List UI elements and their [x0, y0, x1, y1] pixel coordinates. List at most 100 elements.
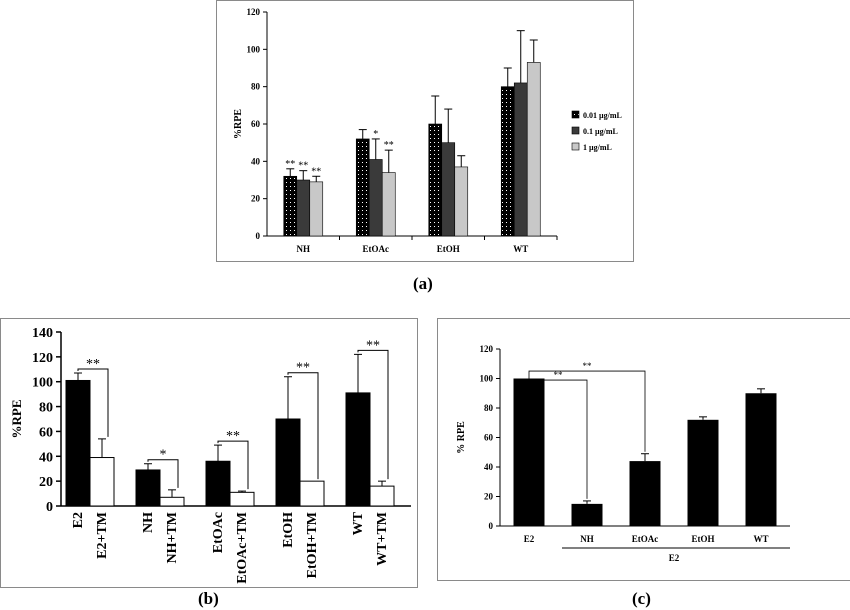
y-tick-label: 0: [46, 500, 53, 515]
y-tick-label: 40: [484, 462, 494, 472]
significance-label: **: [86, 357, 100, 372]
significance-label: **: [384, 140, 394, 151]
y-tick-label: 120: [32, 351, 53, 366]
bar: [283, 175, 298, 237]
legend-label: 1 µg/mL: [583, 143, 612, 152]
significance-label: **: [285, 159, 295, 170]
significance-label: **: [554, 370, 564, 380]
significance-label: **: [366, 338, 380, 353]
legend-swatch: [571, 126, 580, 135]
bar: [229, 491, 255, 507]
significance-label: **: [311, 166, 321, 177]
significance-bracket: [147, 459, 179, 488]
x-tick-label: EtOAc+TM: [235, 512, 250, 584]
comparison-bracket: [528, 370, 646, 452]
significance-bracket: [357, 349, 389, 480]
significance-label: **: [298, 161, 308, 172]
bar: [299, 480, 325, 507]
y-tick-label: 100: [480, 374, 494, 384]
significance-bracket: [217, 440, 249, 490]
y-tick-label: 60: [484, 433, 494, 443]
significance-label: *: [373, 129, 378, 140]
chart-panel-a: 0 20 40 60 80 100 120 %RPE ** ** ** NH * ** EtOAc EtOH W…: [216, 0, 634, 262]
bar: [368, 159, 383, 237]
bar: [571, 503, 603, 526]
y-tick-label: 80: [39, 401, 53, 416]
x-tick-label: NH: [141, 512, 156, 533]
panel-label-a: (a): [413, 274, 433, 293]
x-tick-label: NH+TM: [165, 512, 180, 564]
chart-panel-c: 0 20 40 60 80 100 120 % RPE E2 NH EtOAc EtOH WT ** ** E…: [437, 318, 850, 581]
x-tick-label: NH: [580, 534, 594, 544]
chart-c-svg: 0 20 40 60 80 100 120 % RPE E2 NH EtOAc EtOH WT ** ** E…: [456, 344, 790, 563]
y-tick-label: 20: [251, 194, 261, 204]
bar: [513, 378, 545, 526]
bar: [369, 485, 395, 507]
x-tick-label: WT+TM: [375, 512, 390, 566]
x-tick-label: E2+TM: [95, 512, 110, 559]
significance-bracket: [287, 372, 319, 480]
bar: [428, 123, 443, 237]
bar: [629, 461, 661, 526]
y-tick-label: 20: [484, 492, 494, 502]
bar: [345, 392, 371, 507]
bar: [513, 82, 528, 237]
x-tick-label: WT: [513, 244, 528, 254]
bar: [296, 179, 311, 237]
bar: [745, 393, 777, 526]
group-label: E2: [669, 553, 680, 563]
bar: [381, 172, 396, 237]
bar: [526, 62, 541, 237]
significance-bracket: [77, 368, 109, 437]
significance-label: **: [296, 361, 310, 376]
y-tick-label: 80: [251, 82, 261, 92]
x-tick-label: EtOH+TM: [305, 512, 320, 578]
x-tick-label: EtOH: [691, 534, 714, 544]
chart-b-svg: 0 20 40 60 80 100 120 140 %RPE ** E2 E2+TM * NH NH+TM *…: [9, 326, 411, 584]
y-tick-label: 40: [251, 156, 261, 166]
y-tick-label: 20: [39, 475, 53, 490]
x-tick-label: EtOH: [437, 244, 460, 254]
significance-label: *: [160, 448, 167, 463]
x-tick-label: EtOAc: [363, 244, 390, 254]
legend-label: 0.1 µg/mL: [583, 127, 618, 136]
y-tick-label: 60: [39, 425, 53, 440]
bar: [500, 86, 515, 237]
x-tick-label: EtOH: [281, 512, 296, 548]
y-tick-label: 100: [32, 376, 53, 391]
bar: [135, 469, 161, 507]
y-tick-label: 60: [251, 119, 261, 129]
y-axis-label: % RPE: [456, 421, 467, 454]
x-tick-label: WT: [351, 511, 366, 535]
y-tick-label: 140: [32, 326, 53, 341]
y-tick-label: 120: [480, 344, 494, 354]
y-tick-label: 0: [489, 521, 494, 531]
y-tick-label: 100: [247, 44, 261, 54]
legend-label: 0.01 µg/mL: [583, 111, 622, 120]
bar: [89, 457, 115, 507]
x-tick-label: EtOAc: [632, 534, 659, 544]
comparison-bracket: [528, 378, 588, 499]
y-axis-label: %RPE: [9, 400, 24, 439]
y-tick-label: 0: [256, 231, 261, 241]
bar: [275, 418, 301, 507]
significance-label: **: [226, 429, 240, 444]
y-tick-label: 120: [247, 7, 261, 17]
x-tick-label: NH: [297, 244, 311, 254]
bar: [355, 138, 370, 237]
y-axis-label: %RPE: [233, 109, 244, 139]
chart-panel-b: 0 20 40 60 80 100 120 140 %RPE ** E2 E2+TM * NH NH+TM *…: [0, 318, 418, 588]
x-tick-label: E2: [71, 512, 86, 528]
x-tick-label: EtOAc: [211, 512, 226, 553]
bar: [159, 496, 185, 507]
bar: [687, 419, 719, 526]
legend-swatch: [571, 142, 580, 151]
significance-label: **: [583, 361, 593, 371]
bar: [309, 181, 324, 237]
bar: [441, 142, 456, 237]
bar: [454, 166, 469, 237]
bar: [65, 379, 91, 507]
x-tick-label: E2: [524, 534, 535, 544]
bar: [205, 460, 231, 507]
